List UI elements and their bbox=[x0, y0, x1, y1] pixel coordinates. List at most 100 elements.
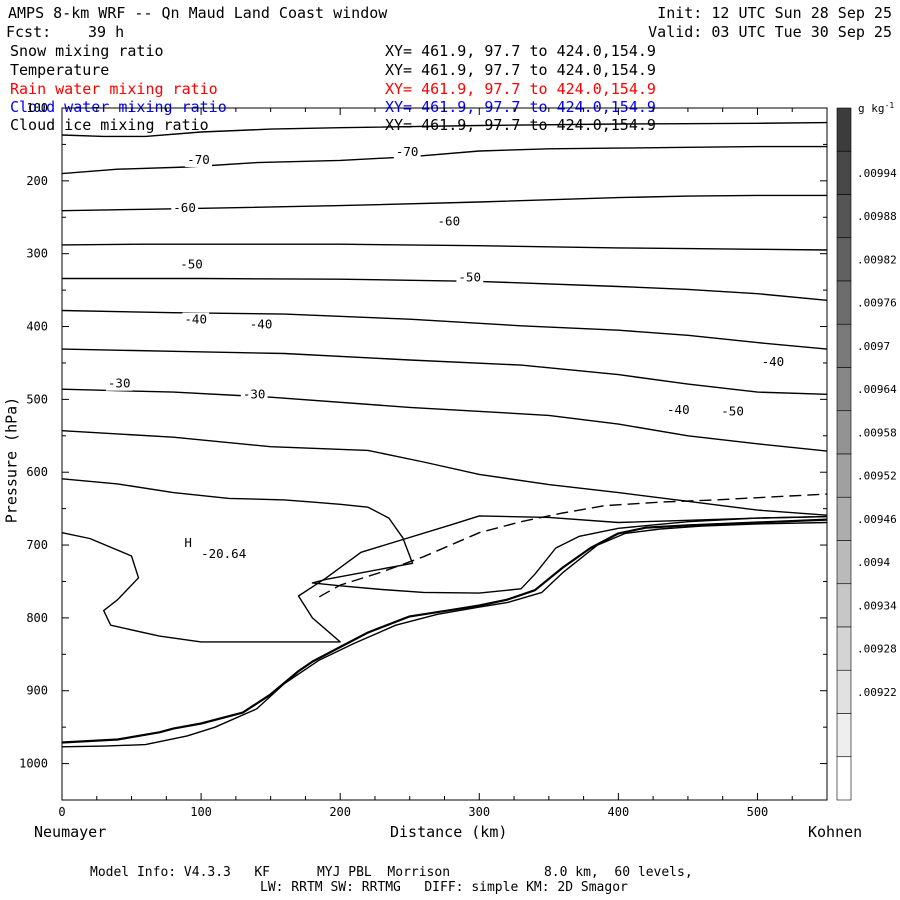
colorbar-label: .00928 bbox=[857, 643, 897, 656]
contour-label-bg bbox=[171, 201, 199, 216]
x-tick-label: 300 bbox=[468, 805, 490, 819]
isotherm-lines bbox=[61, 121, 828, 748]
contour-label-bg bbox=[435, 214, 463, 229]
contour-label: -40 bbox=[667, 402, 690, 417]
isotherm-line bbox=[62, 277, 828, 301]
x-right-label: Kohnen bbox=[808, 823, 863, 841]
isotherm-line bbox=[61, 430, 828, 516]
contour-label: -70 bbox=[396, 144, 419, 159]
y-tick-label: 200 bbox=[26, 174, 48, 188]
field-xy-snow: XY= 461.9, 97.7 to 424.0,154.9 bbox=[385, 42, 656, 60]
x-tick-label: 200 bbox=[329, 805, 351, 819]
colorbar-label: .00952 bbox=[857, 470, 897, 483]
colorbar-label: .00988 bbox=[857, 210, 897, 223]
colorbar-box bbox=[836, 669, 852, 714]
contour-label-bg bbox=[105, 376, 133, 391]
init-time: Init: 12 UTC Sun 28 Sep 25 bbox=[657, 4, 892, 22]
cloud-ice-contour bbox=[318, 493, 828, 598]
contour-label-bg bbox=[178, 257, 206, 272]
chart-title: AMPS 8-km WRF -- Qn Maud Land Coast wind… bbox=[8, 4, 388, 22]
isotherm-line bbox=[61, 388, 828, 452]
y-tick-label: 1000 bbox=[19, 757, 48, 771]
contour-label-bg bbox=[665, 402, 692, 417]
forecast-label: Fcst: bbox=[6, 23, 52, 41]
isotherm-line bbox=[61, 145, 827, 175]
contour-label-bg bbox=[456, 270, 484, 285]
contour-label-bg bbox=[185, 153, 212, 168]
y-tick-label: 300 bbox=[26, 247, 48, 261]
colorbar-box bbox=[836, 540, 852, 585]
colorbar-box bbox=[836, 280, 852, 325]
contour-label-bg bbox=[719, 404, 747, 419]
field-xy-cloud-water: XY= 461.9, 97.7 to 424.0,154.9 bbox=[385, 98, 656, 116]
colorbar-box bbox=[836, 756, 852, 801]
colorbar-label: .00982 bbox=[857, 253, 897, 266]
contour-label-bg bbox=[393, 145, 421, 160]
valid-time: Valid: 03 UTC Tue 30 Sep 25 bbox=[648, 23, 892, 41]
colorbar-box bbox=[836, 496, 852, 541]
contour-label-bg bbox=[247, 317, 275, 332]
field-xy-temperature: XY= 461.9, 97.7 to 424.0,154.9 bbox=[385, 61, 656, 79]
contour-label: -60 bbox=[438, 213, 461, 228]
y-tick-label: 500 bbox=[26, 392, 48, 406]
contour-label: H bbox=[184, 535, 192, 550]
colorbar-label: .0094 bbox=[857, 556, 890, 569]
contour-label-bg bbox=[182, 312, 210, 327]
y-tick-label: 800 bbox=[26, 611, 48, 625]
colorbar-box bbox=[836, 367, 852, 412]
contour-label-bg bbox=[240, 387, 268, 402]
y-tick-label: 700 bbox=[26, 538, 48, 552]
colorbar: .00994 .00988 .00982 .00976 .0097 .00964 .0095… bbox=[836, 107, 897, 801]
colorbar-unit: g kg-1 bbox=[858, 101, 894, 115]
x-tick-label: 0 bbox=[58, 805, 65, 819]
colorbar-box bbox=[836, 713, 852, 758]
isotherm-line bbox=[61, 243, 828, 251]
colorbar-box bbox=[836, 150, 852, 195]
forecast-hours: 39 h bbox=[88, 23, 125, 41]
contour-label-bg bbox=[199, 547, 249, 562]
axes: 0 100 200 300 400 500 100 200 300 400 500 600 700 800… bbox=[19, 101, 828, 819]
x-tick-label: 100 bbox=[190, 805, 212, 819]
y-tick-label: 900 bbox=[26, 684, 48, 698]
field-name-cloud-ice: Cloud ice mixing ratio bbox=[10, 116, 209, 134]
colorbar-box bbox=[836, 323, 852, 368]
model-physics: LW: RRTM SW: RRTMG DIFF: simple KM: 2D S… bbox=[260, 880, 628, 895]
contour-label: -60 bbox=[173, 200, 196, 215]
contour-labels: -70 -70 -60 -60 -50 -50 -40 -40 -40 -30 -30 -40 -50 H… bbox=[105, 144, 787, 562]
colorbar-label: .0097 bbox=[857, 340, 890, 353]
y-tick-label: 100 bbox=[26, 101, 48, 115]
colorbar-box bbox=[836, 626, 852, 671]
field-name-cloud-water: Cloud water mixing ratio bbox=[10, 98, 227, 116]
y-tick-label: 400 bbox=[26, 320, 48, 334]
field-xy-rain: XY= 461.9, 97.7 to 424.0,154.9 bbox=[385, 80, 656, 98]
contour-label: -20.64 bbox=[201, 546, 246, 561]
field-name-temperature: Temperature bbox=[10, 61, 110, 79]
isotherm-line bbox=[61, 121, 828, 138]
x-axis-title: Distance (km) bbox=[390, 823, 508, 841]
isotherm-line bbox=[61, 348, 828, 395]
isotherm-line bbox=[61, 309, 828, 350]
colorbar-box bbox=[836, 107, 852, 152]
x-tick-label: 500 bbox=[747, 805, 769, 819]
isotherm-line bbox=[61, 478, 828, 594]
colorbar-label: .00946 bbox=[857, 513, 897, 526]
colorbar-label: .00976 bbox=[857, 297, 897, 310]
isotherm-line bbox=[61, 521, 828, 748]
colorbar-box bbox=[836, 410, 852, 455]
colorbar-label: .00958 bbox=[857, 426, 897, 439]
colorbar-box bbox=[836, 453, 852, 498]
field-name-rain: Rain water mixing ratio bbox=[10, 80, 218, 98]
isotherm-line bbox=[61, 518, 828, 744]
contour-label: -40 bbox=[762, 354, 785, 369]
isotherm-line bbox=[61, 515, 828, 643]
contour-label: -30 bbox=[243, 387, 266, 402]
colorbar-box bbox=[836, 237, 852, 282]
model-info: Model Info: V4.3.3 KF MYJ PBL Morrison 8… bbox=[90, 865, 693, 880]
colorbar-box bbox=[836, 583, 852, 628]
colorbar-box bbox=[836, 194, 852, 239]
contour-label: -50 bbox=[721, 403, 744, 418]
colorbar-label: .00922 bbox=[857, 686, 897, 699]
y-axis-title: Pressure (hPa) bbox=[2, 396, 21, 524]
y-tick-label: 600 bbox=[26, 465, 48, 479]
